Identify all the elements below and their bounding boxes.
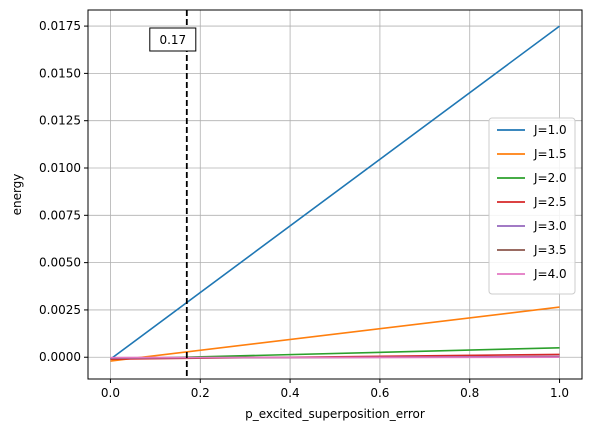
y-tick-label: 0.0025 <box>39 303 81 317</box>
legend-label: J=1.5 <box>533 147 567 161</box>
threshold-annotation-box <box>149 27 197 52</box>
x-tick-label: 0.6 <box>370 386 389 400</box>
y-tick-label: 0.0125 <box>39 114 81 128</box>
series-line-J-1-5 <box>110 306 560 362</box>
plot-frame <box>87 9 583 380</box>
threshold-annotation: 0.17 <box>149 27 197 52</box>
x-tick-label: 0.4 <box>281 386 300 400</box>
y-axis-ticks: 0.0000 0.0025 0.0050 0.0075 0.0100 0.0125 0.01… <box>39 19 88 364</box>
x-axis-ticks: 0.0 0.2 0.4 0.6 0.8 1.0 <box>101 379 569 400</box>
x-axis-label: p_excited_superposition_error <box>245 407 425 421</box>
legend-label: J=3.5 <box>533 243 567 257</box>
x-tick-label: 1.0 <box>550 386 569 400</box>
legend: J=1.0 J=1.5 J=2.0 J=2.5 J=3.0 J=3.5 J=4.0 <box>488 117 576 295</box>
y-tick-label: 0.0000 <box>39 350 81 364</box>
legend-label: J=3.0 <box>533 219 567 233</box>
y-tick-label: 0.0150 <box>39 66 81 80</box>
x-tick-label: 0.8 <box>460 386 479 400</box>
y-tick-label: 0.0050 <box>39 256 81 270</box>
threshold-annotation-label: 0.17 <box>159 33 186 47</box>
legend-label: J=2.5 <box>533 195 567 209</box>
x-tick-label: 0.2 <box>191 386 210 400</box>
x-tick-label: 0.0 <box>101 386 120 400</box>
y-tick-label: 0.0100 <box>39 161 81 175</box>
y-tick-label: 0.0075 <box>39 208 81 222</box>
legend-label: J=1.0 <box>533 123 567 137</box>
y-tick-label: 0.0175 <box>39 19 81 33</box>
legend-label: J=4.0 <box>533 267 567 281</box>
series-lines <box>109 25 561 362</box>
legend-label: J=2.0 <box>533 171 567 185</box>
series-line-J-1-0 <box>109 25 561 360</box>
y-axis-label: energy <box>10 174 24 216</box>
